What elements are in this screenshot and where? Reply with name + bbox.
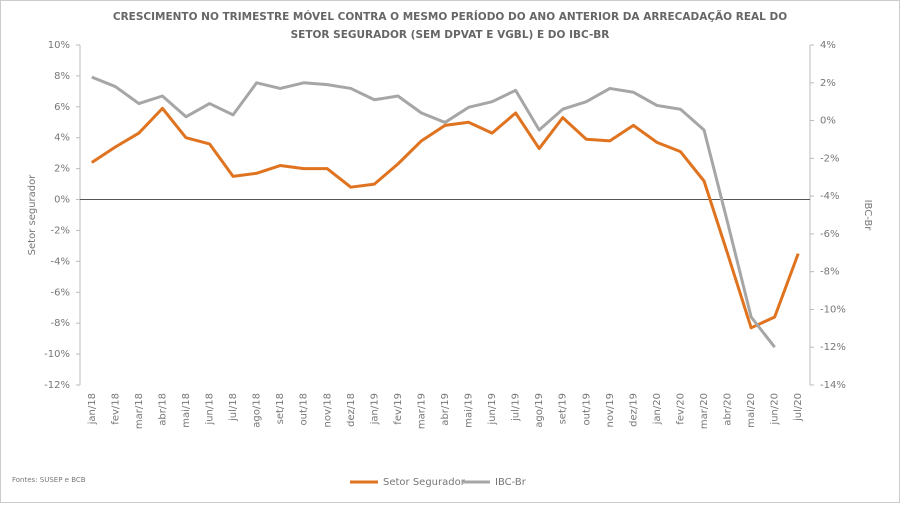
y-tick-label: 6% <box>54 102 70 113</box>
line-series <box>91 75 776 349</box>
y2-axis-label: IBC-Br <box>862 200 873 232</box>
x-tick-label: mai/20 <box>746 393 757 428</box>
y2-tick-label: -2% <box>820 153 839 164</box>
y-tick-label: 10% <box>48 40 70 51</box>
y-tick-label: -2% <box>51 225 70 236</box>
x-tick-label: mai/18 <box>181 393 192 428</box>
y2-tick-label: 4% <box>820 40 836 51</box>
y2-tick-label: -8% <box>820 267 839 278</box>
x-tick-label: mai/19 <box>464 393 475 428</box>
y-tick-label: 0% <box>54 195 70 206</box>
x-tick-label: jul/18 <box>228 393 239 422</box>
y-tick-label: 2% <box>54 164 70 175</box>
y-tick-label: -10% <box>44 349 70 360</box>
y2-tick-label: -12% <box>820 342 846 353</box>
x-tick-label: mar/19 <box>416 393 427 429</box>
source: Fontes: SUSEP e BCB <box>12 476 86 484</box>
x-tick-label: set/18 <box>275 393 286 424</box>
x-tick-label: jan/19 <box>369 393 380 425</box>
y-axis-label: Setor segurador <box>27 174 38 256</box>
y-tick-label: -12% <box>44 380 70 391</box>
x-tick-label: jul/19 <box>511 393 522 422</box>
x-tick-label: ago/19 <box>534 393 545 428</box>
x-tick-label: out/18 <box>299 393 310 425</box>
y-tick-label: -6% <box>51 287 70 298</box>
x-tick-label: abr/18 <box>157 393 168 426</box>
y2-tick-label: -6% <box>820 229 839 240</box>
x-tick-label: jan/18 <box>87 393 98 425</box>
legend-label: IBC-Br <box>495 477 527 488</box>
x-tick-label: dez/19 <box>628 393 639 427</box>
line-series <box>90 106 800 330</box>
x-tick-label: mar/20 <box>699 393 710 429</box>
x-tick-label: ago/18 <box>252 393 263 428</box>
chart-title: CRESCIMENTO NO TRIMESTRE MÓVEL CONTRA O … <box>113 10 787 23</box>
x-tick-label: jul/20 <box>793 393 804 422</box>
x-tick-label: dez/18 <box>346 393 357 427</box>
x-tick-label: fev/19 <box>393 393 404 425</box>
y-tick-label: 8% <box>54 71 70 82</box>
x-tick-label: abr/20 <box>723 393 734 426</box>
legend-label: Setor Segurador <box>383 477 466 488</box>
x-tick-label: fev/20 <box>675 393 686 425</box>
y-tick-label: -8% <box>51 318 70 329</box>
y2-tick-label: -10% <box>820 304 846 315</box>
y-tick-label: -4% <box>51 256 70 267</box>
chart-title: SETOR SEGURADOR (SEM DPVAT E VGBL) E DO … <box>291 29 610 41</box>
y2-tick-label: -4% <box>820 191 839 202</box>
y-tick-label: 4% <box>54 133 70 144</box>
x-tick-label: abr/19 <box>440 393 451 426</box>
x-tick-label: jun/18 <box>205 393 216 426</box>
y2-tick-label: 2% <box>820 78 836 89</box>
x-tick-label: jun/19 <box>487 393 498 426</box>
x-tick-label: fev/18 <box>110 393 121 425</box>
x-tick-label: jan/20 <box>652 393 663 425</box>
y2-tick-label: -14% <box>820 380 846 391</box>
x-tick-label: jun/20 <box>770 393 781 426</box>
x-tick-label: mar/18 <box>134 393 145 429</box>
x-tick-label: nov/19 <box>605 393 616 427</box>
x-tick-label: set/19 <box>558 393 569 424</box>
x-tick-label: nov/18 <box>322 393 333 427</box>
y2-tick-label: 0% <box>820 116 836 127</box>
x-tick-label: out/19 <box>581 393 592 425</box>
